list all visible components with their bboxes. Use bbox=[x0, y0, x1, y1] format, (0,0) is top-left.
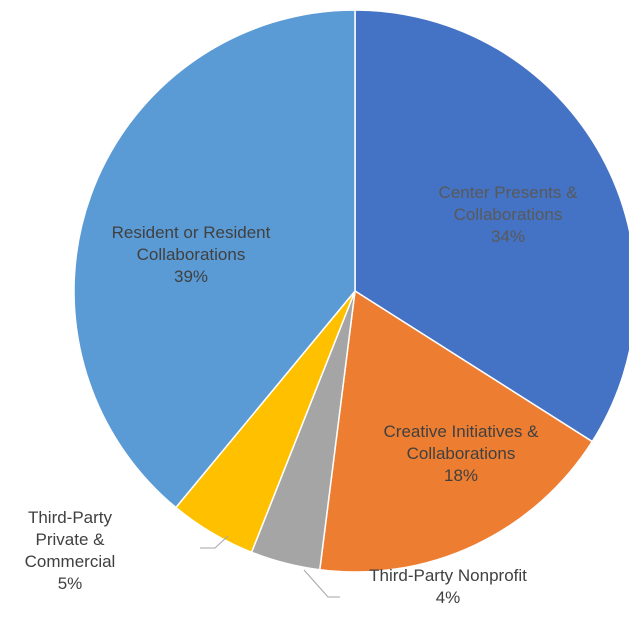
leader-line-3 bbox=[303, 569, 340, 598]
slice-percent-label: 5% bbox=[58, 574, 83, 593]
slice-label-3: Third-Party Nonprofit 4% bbox=[369, 566, 527, 607]
slice-label-5: Resident or Resident Collaborations 39% bbox=[112, 223, 271, 286]
slice-name-label: Creative Initiatives & bbox=[384, 422, 540, 441]
pie-slice-2 bbox=[318, 289, 594, 573]
pie-slice-5 bbox=[73, 9, 356, 509]
slice-percent-label: 39% bbox=[174, 267, 208, 286]
slice-name-label: Commercial bbox=[25, 552, 116, 571]
slice-name-label: Third-Party bbox=[28, 508, 113, 527]
slice-percent-label: 4% bbox=[436, 588, 461, 607]
slice-name-label: Collaborations bbox=[407, 444, 516, 463]
slice-name-label: Resident or Resident bbox=[112, 223, 271, 242]
slice-label-1: Center Presents & Collaborations 34% bbox=[439, 183, 579, 246]
slice-percent-label: 34% bbox=[491, 227, 525, 246]
slice-name-label: Center Presents & bbox=[439, 183, 579, 202]
slice-name-label: Collaborations bbox=[137, 245, 246, 264]
slice-label-4: Third-Party Private & Commercial 5% bbox=[25, 508, 116, 593]
slice-name-label: Private & bbox=[36, 530, 106, 549]
leader-lines bbox=[200, 535, 340, 598]
slice-labels: Center Presents & Collaborations 34% Creati… bbox=[25, 183, 578, 607]
slice-percent-label: 18% bbox=[444, 466, 478, 485]
slice-label-2: Creative Initiatives & Collaborations 18% bbox=[384, 422, 540, 485]
pie-slices bbox=[73, 9, 629, 573]
slice-name-label: Collaborations bbox=[454, 205, 563, 224]
slice-name-label: Third-Party Nonprofit bbox=[369, 566, 527, 585]
leader-line-4 bbox=[200, 535, 229, 549]
